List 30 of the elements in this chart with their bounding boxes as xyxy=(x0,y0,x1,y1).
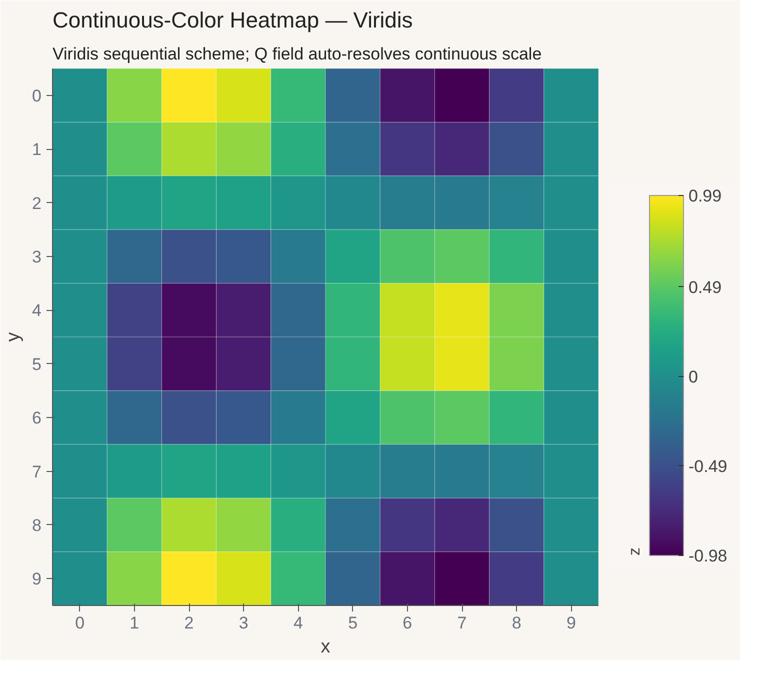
x-tick-label: 4 xyxy=(293,614,303,632)
color-bar-label: 0.99 xyxy=(688,186,722,206)
x-tick-label: 5 xyxy=(348,614,358,632)
x-tick-label: 6 xyxy=(402,614,412,632)
x-tick-label: 7 xyxy=(457,614,467,632)
y-tick-label: 5 xyxy=(32,354,42,374)
color-bar-title: z xyxy=(626,548,644,556)
y-tick-label: 2 xyxy=(32,194,42,213)
x-tick-label: 8 xyxy=(512,614,522,632)
y-tick-label: 6 xyxy=(32,408,42,428)
x-tick-label: 3 xyxy=(238,614,248,632)
y-tick-label: 7 xyxy=(32,462,42,482)
chart-subtitle: Viridis sequential scheme; Q field auto-resolves continuous scale xyxy=(52,44,542,64)
chart-title: Continuous-Color Heatmap — Viridis xyxy=(52,8,413,32)
y-axis-title: y xyxy=(3,332,24,342)
y-tick-label: 0 xyxy=(32,86,42,106)
y-tick-label: 3 xyxy=(32,247,42,266)
x-tick-label: 0 xyxy=(75,614,85,632)
y-tick-label: 4 xyxy=(32,301,42,320)
y-tick-label: 8 xyxy=(32,516,42,535)
x-tick-label: 1 xyxy=(130,614,140,632)
x-axis-title: x xyxy=(320,636,331,658)
x-tick-label: 9 xyxy=(566,614,576,632)
color-bar-label: -0.49 xyxy=(688,456,728,476)
x-tick-label: 2 xyxy=(184,614,194,632)
color-bar-label: 0.49 xyxy=(688,278,722,297)
color-bar-label: -0.98 xyxy=(688,546,728,566)
y-tick-label: 1 xyxy=(32,140,42,160)
color-bar-label: 0 xyxy=(688,367,698,386)
y-tick-label: 9 xyxy=(32,570,42,589)
